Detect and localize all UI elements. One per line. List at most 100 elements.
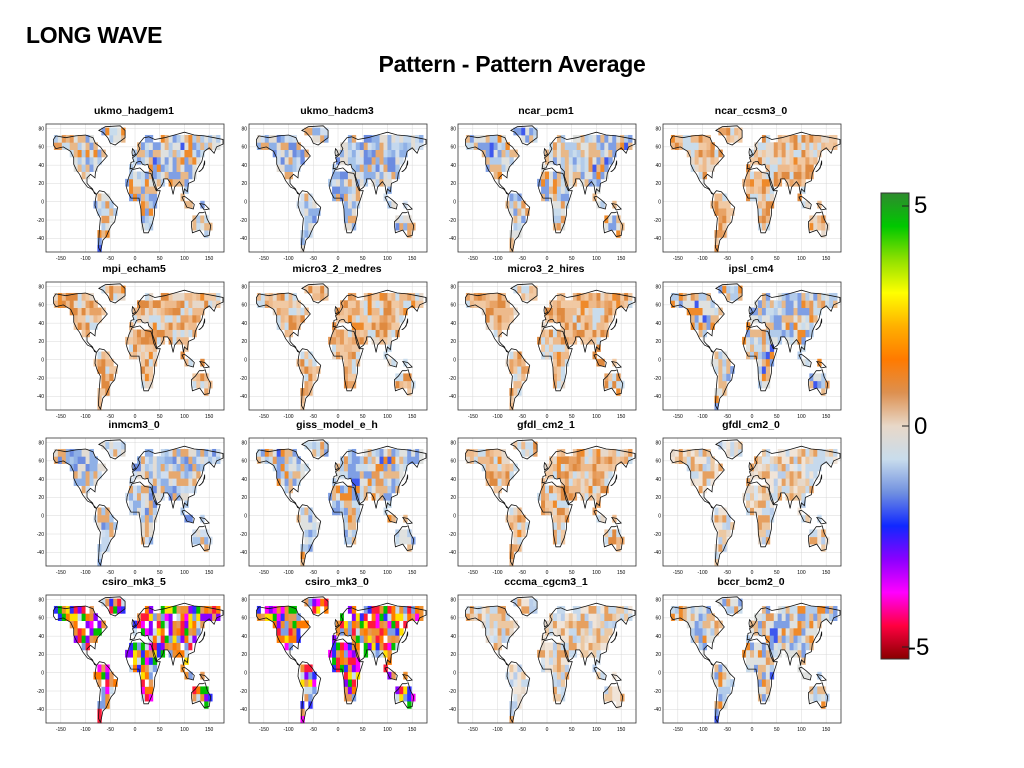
coastline	[98, 125, 126, 146]
coastline	[602, 682, 624, 708]
panel-title: ukmo_hadcm3	[300, 105, 374, 117]
y-tick-label: 80	[655, 126, 661, 132]
coastline	[181, 195, 195, 210]
coastline	[334, 461, 339, 471]
coastline	[798, 509, 812, 524]
y-tick-label: 40	[241, 477, 247, 483]
y-tick-label: -20	[37, 218, 44, 224]
y-tick-label: 20	[655, 181, 661, 187]
y-tick-label: -40	[240, 236, 247, 242]
coastline	[715, 125, 743, 146]
x-tick-label: -100	[284, 570, 294, 576]
y-tick-label: 80	[38, 597, 44, 603]
y-tick-label: 40	[450, 321, 456, 327]
y-tick-label: 40	[655, 477, 661, 483]
coastline	[798, 666, 812, 681]
x-tick-label: -50	[724, 414, 731, 420]
x-tick-label: -50	[519, 727, 526, 733]
world-map: -150 -100 -50 0 50 100 150 80 60 40 20 0 -20 -40	[654, 437, 842, 576]
coastline	[329, 638, 364, 705]
plot-frame	[45, 594, 225, 724]
map-panel-giss_model_e_h: giss_model_e_h -150 -100 -50 0 50 100 150 80 60 40…	[235, 419, 435, 589]
coastline	[393, 369, 415, 395]
x-tick-label: 50	[157, 727, 163, 733]
x-tick-label: -150	[468, 256, 478, 262]
coastline	[815, 673, 828, 682]
x-tick-label: 50	[360, 570, 366, 576]
x-tick-label: -100	[284, 727, 294, 733]
x-tick-label: 150	[205, 256, 214, 262]
x-tick-label: 0	[751, 727, 754, 733]
plot-frame	[662, 594, 842, 724]
x-tick-label: -150	[468, 570, 478, 576]
y-tick-label: 60	[38, 303, 44, 309]
y-tick-label: 40	[241, 163, 247, 169]
coastline	[297, 190, 322, 253]
y-tick-label: 20	[450, 652, 456, 658]
coastline	[329, 167, 364, 234]
x-tick-label: 150	[408, 414, 417, 420]
x-tick-label: -50	[724, 256, 731, 262]
x-tick-label: 100	[180, 570, 189, 576]
coastline	[602, 525, 624, 551]
coastline	[131, 618, 136, 628]
y-tick-label: -40	[449, 236, 456, 242]
coastline	[94, 661, 119, 724]
x-tick-label: 50	[774, 727, 780, 733]
colorbar-min-label: -5	[908, 634, 930, 661]
coastline	[334, 618, 339, 628]
x-tick-label: 0	[751, 256, 754, 262]
y-tick-label: 20	[450, 495, 456, 501]
coastline	[711, 190, 736, 253]
coastline	[181, 666, 195, 681]
y-tick-label: 40	[450, 634, 456, 640]
y-tick-label: 0	[453, 514, 456, 520]
y-tick-label: 20	[241, 495, 247, 501]
y-tick-label: 20	[38, 652, 44, 658]
y-tick-label: 0	[244, 514, 247, 520]
x-tick-label: -50	[107, 414, 114, 420]
coastline	[52, 134, 108, 195]
y-tick-label: 40	[38, 634, 44, 640]
world-map: -150 -100 -50 0 50 100 150 80 60 40 20 0 -20 -40	[240, 281, 428, 420]
coastline	[510, 439, 538, 460]
x-tick-label: -50	[107, 570, 114, 576]
coastline	[464, 605, 520, 666]
coastline	[94, 190, 119, 253]
coastline	[255, 605, 311, 666]
y-tick-label: 60	[241, 145, 247, 151]
coastline	[748, 461, 753, 471]
coastline	[669, 448, 725, 509]
x-tick-label: -50	[310, 414, 317, 420]
coastline	[538, 481, 573, 548]
y-tick-label: -40	[654, 707, 661, 713]
coastline	[510, 596, 538, 617]
coastline	[181, 509, 195, 524]
y-tick-label: 40	[241, 634, 247, 640]
plot-frame	[248, 123, 428, 253]
coastline	[126, 638, 161, 705]
coastline	[506, 348, 531, 411]
panel-title: giss_model_e_h	[296, 419, 378, 431]
coastline	[538, 167, 573, 234]
coastline	[401, 474, 409, 486]
plot-frame	[248, 437, 428, 567]
coastline	[748, 305, 753, 315]
x-tick-label: -100	[493, 570, 503, 576]
world-map: -150 -100 -50 0 50 100 150 80 60 40 20 0 -20 -40	[37, 594, 225, 733]
y-tick-label: 80	[38, 440, 44, 446]
y-tick-label: 0	[41, 358, 44, 364]
world-map: -150 -100 -50 0 50 100 150 80 60 40 20 0 -20 -40	[449, 594, 637, 733]
land-field	[53, 127, 221, 253]
y-tick-label: 60	[655, 616, 661, 622]
x-tick-label: -100	[81, 727, 91, 733]
x-tick-label: 100	[797, 414, 806, 420]
x-tick-label: -50	[519, 256, 526, 262]
y-tick-label: 40	[241, 321, 247, 327]
coastline	[510, 283, 538, 304]
world-map: -150 -100 -50 0 50 100 150 80 60 40 20 0 -20 -40	[240, 594, 428, 733]
y-tick-label: 80	[38, 126, 44, 132]
coastline	[129, 289, 224, 353]
x-tick-label: -50	[310, 256, 317, 262]
x-tick-label: 50	[774, 414, 780, 420]
